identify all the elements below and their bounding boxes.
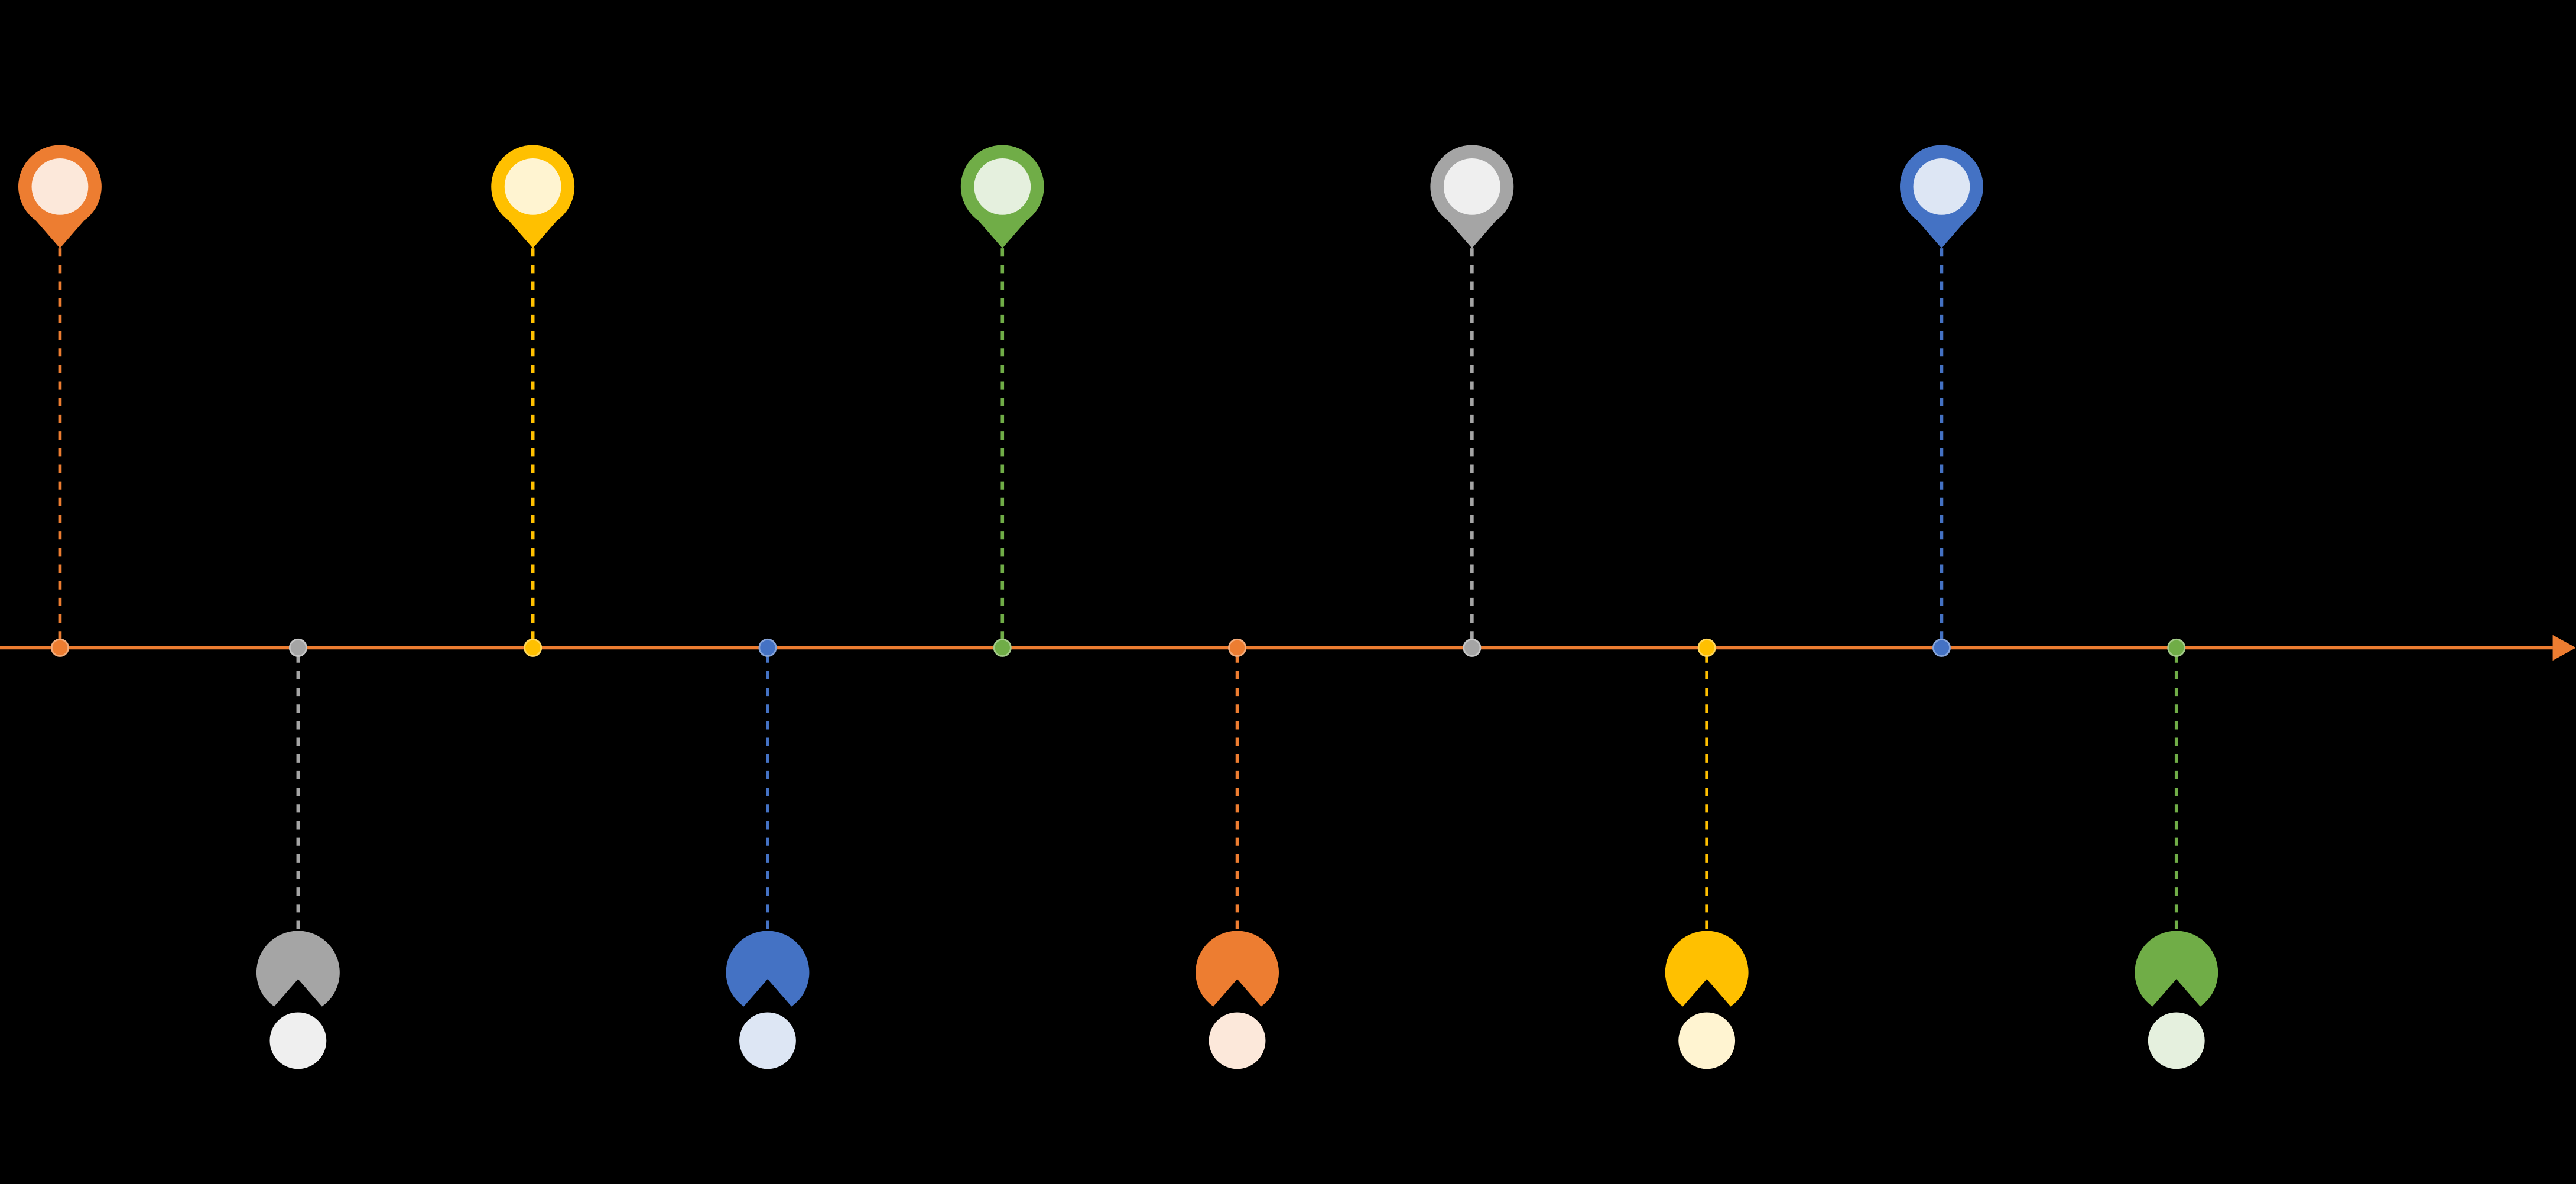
axis-dot (1229, 639, 1245, 656)
pin-inner (505, 158, 561, 215)
pin-inner (1914, 158, 1970, 215)
axis-dot (290, 639, 306, 656)
pin-inner (269, 1012, 326, 1069)
axis-dot (759, 639, 776, 656)
axis-dot (1464, 639, 1480, 656)
pin-inner (974, 158, 1031, 215)
pin-inner (739, 1012, 796, 1069)
diagram-background (0, 0, 2576, 1183)
axis-dot (51, 639, 68, 656)
pin-inner (1678, 1012, 1735, 1069)
axis-dot (525, 639, 541, 656)
pin-inner (32, 158, 89, 215)
timeline-diagram (0, 0, 2576, 1184)
pin-inner (1209, 1012, 1266, 1069)
axis-dot (2168, 639, 2185, 656)
pin-inner (1444, 158, 1500, 215)
axis-dot (994, 639, 1011, 656)
axis-dot (1698, 639, 1715, 656)
axis-dot (1933, 639, 1950, 656)
pin-inner (2148, 1012, 2205, 1069)
